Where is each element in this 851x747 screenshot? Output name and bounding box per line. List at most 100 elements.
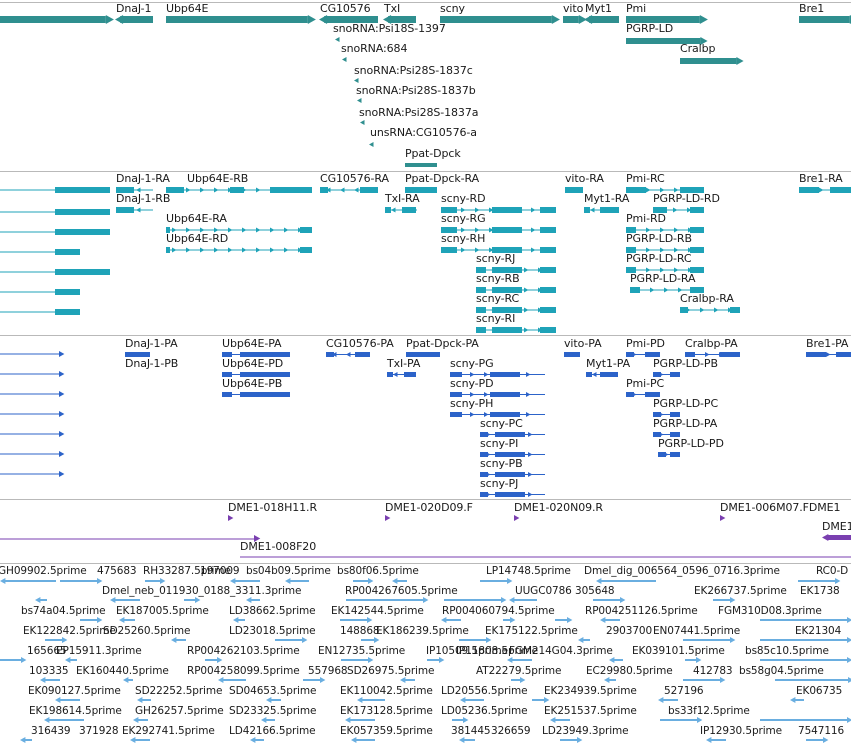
feature-label-ek234939-5prime[interactable]: EK234939.5prime bbox=[544, 685, 637, 697]
est-block[interactable] bbox=[145, 580, 163, 582]
feature-label-ppat-dpck-ra[interactable]: Ppat-Dpck-RA bbox=[405, 172, 480, 185]
exon-block[interactable] bbox=[540, 307, 556, 313]
feature-label-ip11808-5prime[interactable]: IP11808.5prime bbox=[456, 645, 539, 657]
exon-block[interactable] bbox=[653, 432, 661, 437]
feature-label-ubp64e-pb[interactable]: Ubp64E-PB bbox=[222, 377, 283, 390]
feature-label-dme1-006m07-fdme1[interactable]: DME1-006M07.FDME1 bbox=[720, 501, 841, 514]
feature-label-ek251537-5prime[interactable]: EK251537.5prime bbox=[544, 705, 637, 717]
est-block[interactable] bbox=[593, 599, 623, 601]
exon-block[interactable] bbox=[222, 352, 232, 357]
feature-label-rp004258099-5prime[interactable]: RP004258099.5prime bbox=[187, 665, 300, 677]
feature-block[interactable] bbox=[0, 16, 106, 23]
est-block[interactable] bbox=[613, 659, 623, 661]
feature-block[interactable] bbox=[680, 58, 737, 64]
exon-block[interactable] bbox=[55, 209, 110, 215]
est-block[interactable] bbox=[760, 719, 850, 721]
exon-block[interactable] bbox=[680, 307, 688, 313]
exon-block[interactable] bbox=[492, 267, 522, 273]
feature-block[interactable] bbox=[120, 16, 153, 23]
feature-label-unsrna-cg10576-a[interactable]: unsRNA:CG10576-a bbox=[370, 126, 477, 139]
exon-block[interactable] bbox=[720, 352, 740, 357]
feature-label-fgm310d08-3prime[interactable]: FGM310D08.3prime bbox=[718, 605, 822, 617]
exon-block[interactable] bbox=[495, 492, 525, 497]
est-block[interactable] bbox=[464, 699, 484, 701]
est-block[interactable] bbox=[511, 659, 532, 661]
feature-label-ip10509-5prime[interactable]: IP10509.5prime bbox=[426, 645, 509, 657]
feature-block[interactable] bbox=[440, 16, 552, 23]
feature-label-txi-pa[interactable]: TxI-PA bbox=[387, 357, 421, 370]
feature-label-ubp64e-pa[interactable]: Ubp64E-PA bbox=[222, 337, 282, 350]
exon-block[interactable] bbox=[690, 267, 704, 273]
feature-label-dnaj-1-rb[interactable]: DnaJ-1-RB bbox=[116, 192, 171, 205]
feature-label-snorna-psi28s-1837b[interactable]: snoRNA:Psi28S-1837b bbox=[356, 84, 476, 97]
est-block[interactable] bbox=[582, 639, 590, 641]
feature-label-cg10576-pa[interactable]: CG10576-PA bbox=[326, 337, 394, 350]
exon-block[interactable] bbox=[490, 372, 520, 377]
feature-label-ubp64e-rb[interactable]: Ubp64E-RB bbox=[187, 172, 249, 185]
est-block[interactable] bbox=[175, 639, 186, 641]
exon-block[interactable] bbox=[476, 327, 486, 333]
est-block[interactable] bbox=[532, 699, 547, 701]
feature-label-ek110042-5prime[interactable]: EK110042.5prime bbox=[340, 685, 433, 697]
feature-label-ip12930-5prime[interactable]: IP12930.5prime bbox=[700, 725, 783, 737]
exon-block[interactable] bbox=[240, 352, 290, 357]
est-block[interactable] bbox=[265, 719, 275, 721]
feature-label-ubp64e-ra[interactable]: Ubp64E-RA bbox=[166, 212, 227, 225]
feature-label-pgrp-ld-pb[interactable]: PGRP-LD-PB bbox=[653, 357, 718, 370]
feature-label-ek292741-5prime[interactable]: EK292741.5prime bbox=[122, 725, 215, 737]
est-block[interactable] bbox=[60, 580, 100, 582]
exon-block[interactable] bbox=[658, 452, 666, 457]
exon-block[interactable] bbox=[480, 432, 488, 437]
exon-block[interactable] bbox=[300, 227, 312, 233]
feature-label-ek1738[interactable]: EK1738 bbox=[800, 585, 840, 597]
feature-label-cralbp-pa[interactable]: Cralbp-PA bbox=[685, 337, 738, 350]
feature-label-vito-ra[interactable]: vito-RA bbox=[565, 172, 604, 185]
feature-label-pgrp-ld-rd[interactable]: PGRP-LD-RD bbox=[653, 192, 720, 205]
feature-label-gh09902-5prime[interactable]: GH09902.5prime bbox=[0, 565, 87, 577]
feature-label-scny-pg[interactable]: scny-PG bbox=[450, 357, 494, 370]
est-block[interactable] bbox=[463, 739, 475, 741]
est-block[interactable] bbox=[44, 679, 60, 681]
feature-label-scny-pj[interactable]: scny-PJ bbox=[480, 477, 519, 490]
feature-label-pmi-rc[interactable]: Pmi-RC bbox=[626, 172, 665, 185]
feature-label-ep15911-3prime[interactable]: EP15911.3prime bbox=[56, 645, 142, 657]
feature-label-pmi-pd[interactable]: Pmi-PD bbox=[626, 337, 665, 350]
est-block[interactable] bbox=[127, 679, 133, 681]
feature-label-scny-rb[interactable]: scny-RB bbox=[476, 272, 520, 285]
feature-block[interactable] bbox=[626, 16, 700, 23]
exon-block[interactable] bbox=[406, 352, 440, 357]
est-block[interactable] bbox=[662, 699, 678, 701]
exon-block[interactable] bbox=[490, 392, 520, 397]
feature-label-7547116[interactable]: 7547116 bbox=[798, 725, 845, 737]
exon-block[interactable] bbox=[480, 472, 488, 477]
est-block[interactable] bbox=[123, 619, 135, 621]
exon-block[interactable] bbox=[385, 207, 391, 213]
feature-label-en12735-5prime[interactable]: EN12735.5prime bbox=[318, 645, 406, 657]
exon-block[interactable] bbox=[405, 187, 437, 193]
est-block[interactable] bbox=[353, 580, 371, 582]
est-block[interactable] bbox=[59, 699, 80, 701]
feature-label-sd23325-5prime[interactable]: SD23325.5prime bbox=[229, 705, 317, 717]
feature-label-305648[interactable]: 305648 bbox=[575, 585, 615, 597]
feature-label-scny-rg[interactable]: scny-RG bbox=[441, 212, 486, 225]
feature-label-ek198614-5prime[interactable]: EK198614.5prime bbox=[29, 705, 122, 717]
est-block[interactable] bbox=[404, 679, 415, 681]
feature-label-ld42166-5prime[interactable]: LD42166.5prime bbox=[229, 725, 316, 737]
est-block[interactable] bbox=[134, 739, 150, 741]
est-block[interactable] bbox=[222, 679, 246, 681]
feature-label-sd04653-5prime[interactable]: SD04653.5prime bbox=[229, 685, 317, 697]
feature-label-snorna-psi18s-1397[interactable]: snoRNA:Psi18S-1397 bbox=[333, 22, 446, 35]
exon-block[interactable] bbox=[326, 352, 334, 357]
exon-block[interactable] bbox=[630, 287, 640, 293]
feature-label-myt1[interactable]: Myt1 bbox=[585, 2, 612, 15]
feature-label-sd26975-5prime[interactable]: SD26975.5prime bbox=[347, 665, 435, 677]
feature-label-316439[interactable]: 316439 bbox=[31, 725, 71, 737]
est-block[interactable] bbox=[39, 599, 47, 601]
feature-label-ek173128-5prime[interactable]: EK173128.5prime bbox=[340, 705, 433, 717]
exon-block[interactable] bbox=[626, 267, 636, 273]
exon-block[interactable] bbox=[387, 372, 393, 377]
est-block[interactable] bbox=[361, 639, 377, 641]
feature-label-bs58g04-5prime[interactable]: bs58g04.5prime bbox=[739, 665, 824, 677]
exon-block[interactable] bbox=[55, 269, 110, 275]
est-block[interactable] bbox=[141, 699, 151, 701]
